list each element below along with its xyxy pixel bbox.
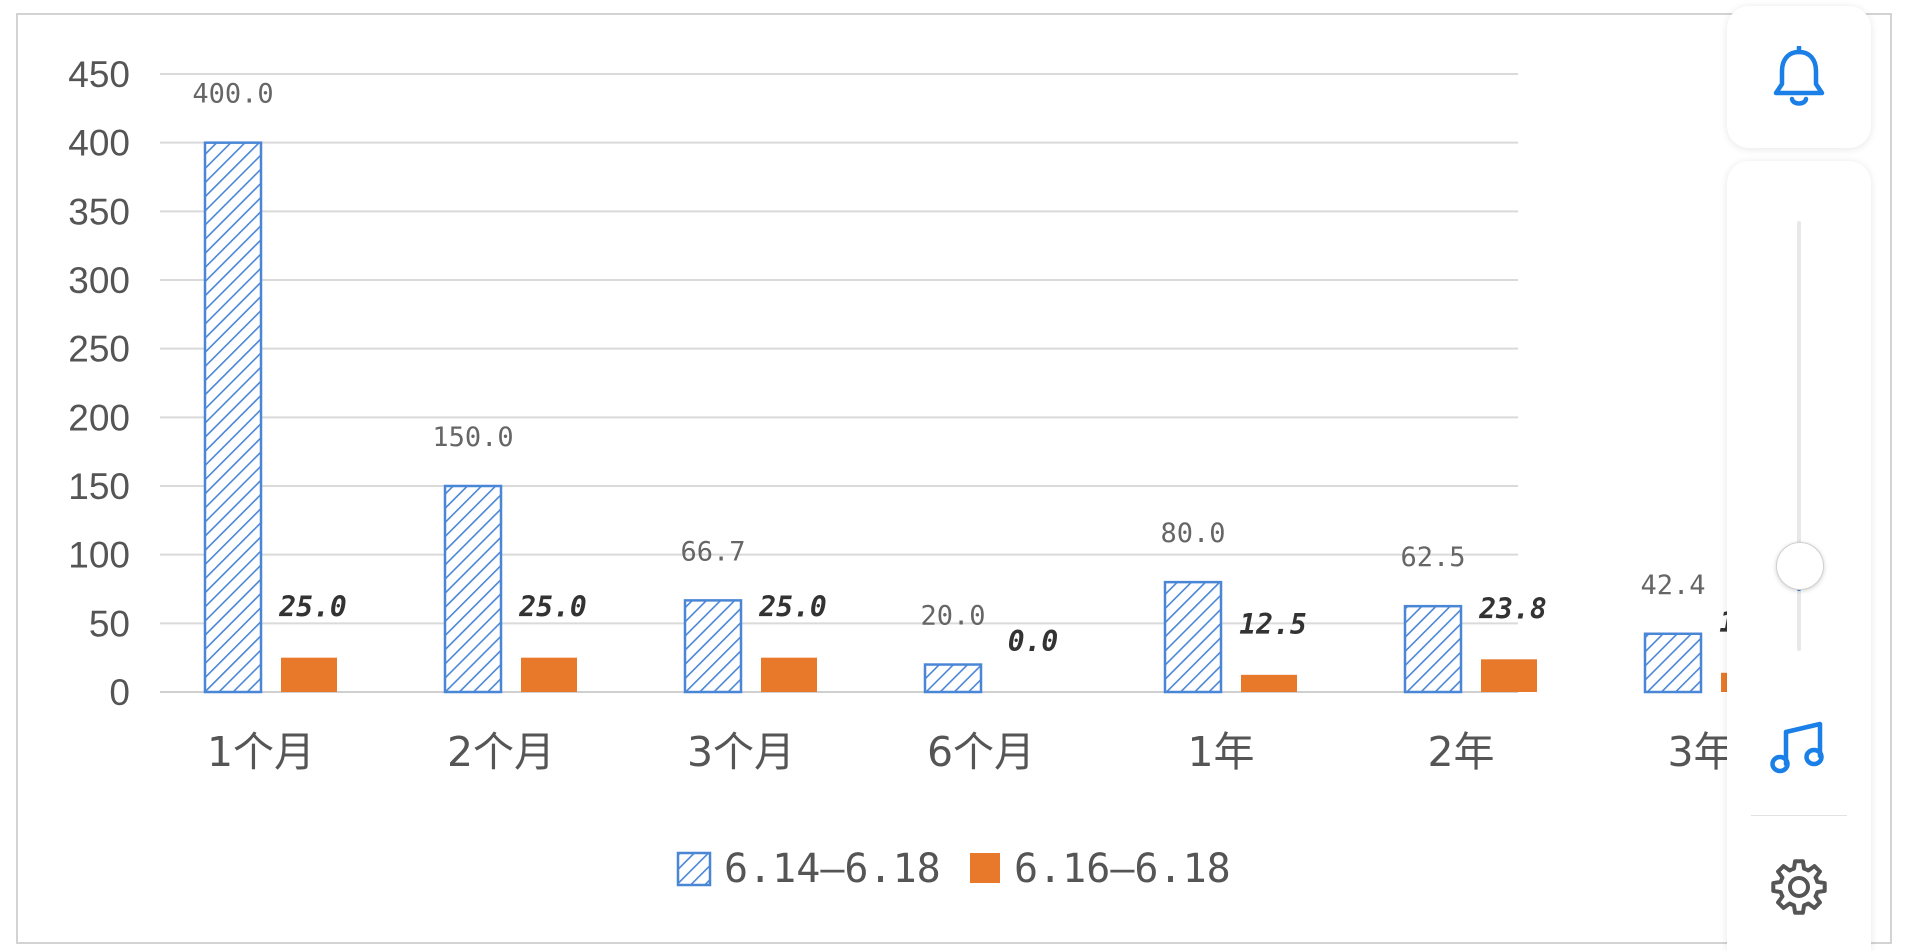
- data-label-series-2: 0.0: [1008, 625, 1059, 658]
- gridlines: [160, 73, 1518, 693]
- data-labels: 400.0 25.0 150.0 25.0 66.7 25.0 20.0 0.0 80.0 12.…: [192, 79, 1786, 658]
- bar-series-2: [521, 657, 577, 692]
- x-tick-label: 2年: [1427, 728, 1494, 776]
- y-axis-tick-labels: 0 50 100 150 200 250 300 350 400 450: [68, 54, 130, 713]
- bar-series-2: [1241, 674, 1297, 692]
- data-label-series-2: 25.0: [518, 591, 586, 624]
- legend-swatch-series-1: [676, 851, 712, 887]
- settings-button[interactable]: [1763, 851, 1835, 923]
- data-label-series-1: 150.0: [432, 422, 513, 453]
- x-tick-label: 6个月: [927, 728, 1035, 776]
- y-tick-label: 250: [68, 329, 130, 370]
- control-card: [1727, 161, 1871, 951]
- bar-series-1: [1643, 632, 1703, 694]
- data-label-series-1: 20.0: [920, 601, 985, 632]
- bars: [203, 141, 1777, 694]
- bar-chart: 0 50 100 150 200 250 300 350 400 450 400.0 25.0 150…: [68, 54, 1786, 892]
- data-label-series-1: 80.0: [1160, 518, 1225, 549]
- volume-slider-thumb[interactable]: [1776, 542, 1824, 591]
- data-label-series-2: 12.5: [1239, 608, 1306, 641]
- bar-series-2: [761, 657, 817, 692]
- x-axis-tick-labels: 1个月 2个月 3个月 6个月 1年 2年 3年: [207, 728, 1735, 776]
- bar-series-1: [923, 663, 983, 694]
- notification-card: [1727, 6, 1871, 148]
- bar-series-1: [443, 484, 503, 694]
- x-tick-label: 1年: [1187, 728, 1254, 776]
- bar-series-1: [1403, 604, 1463, 694]
- y-tick-label: 0: [109, 672, 130, 713]
- data-label-series-1: 400.0: [192, 79, 273, 110]
- x-tick-label: 3年: [1667, 728, 1734, 776]
- legend-swatch-series-2: [970, 853, 1000, 883]
- music-button[interactable]: [1763, 711, 1835, 783]
- gear-outline: [1771, 859, 1827, 915]
- data-label-series-2: 25.0: [278, 591, 346, 624]
- gear-icon: [1771, 859, 1827, 915]
- x-tick-label: 1个月: [207, 728, 315, 776]
- data-label-series-2: 25.0: [758, 591, 826, 624]
- y-tick-label: 400: [68, 123, 130, 164]
- data-label-series-1: 66.7: [680, 536, 745, 567]
- x-tick-label: 2个月: [447, 728, 555, 776]
- data-label-series-1: 62.5: [1400, 542, 1465, 573]
- bar-series-2: [1481, 659, 1537, 692]
- bar-series-1: [1163, 580, 1223, 694]
- data-label-series-2: 23.8: [1478, 592, 1546, 625]
- legend: 6.14—6.18 6.16—6.18: [676, 846, 1231, 892]
- panel-divider: [1751, 815, 1847, 816]
- bar-series-2: [281, 657, 337, 692]
- y-tick-label: 50: [89, 603, 130, 644]
- y-tick-label: 300: [68, 260, 130, 301]
- y-tick-label: 450: [68, 54, 130, 95]
- bell-icon: [1773, 46, 1825, 106]
- y-tick-label: 350: [68, 191, 130, 232]
- legend-label-series-2: 6.16—6.18: [1014, 846, 1231, 892]
- y-tick-label: 200: [68, 397, 130, 438]
- music-note-icon: [1770, 721, 1824, 774]
- y-tick-label: 150: [68, 466, 130, 507]
- legend-label-series-1: 6.14—6.18: [724, 846, 941, 892]
- y-tick-label: 100: [68, 535, 130, 576]
- bar-series-1: [203, 141, 263, 694]
- chart-frame: 0 50 100 150 200 250 300 350 400 450 400.0 25.0 150…: [16, 13, 1892, 944]
- notification-button[interactable]: [1727, 6, 1871, 148]
- bar-series-1: [683, 599, 743, 694]
- x-tick-label: 3个月: [687, 728, 795, 776]
- data-label-series-1: 42.4: [1640, 570, 1705, 601]
